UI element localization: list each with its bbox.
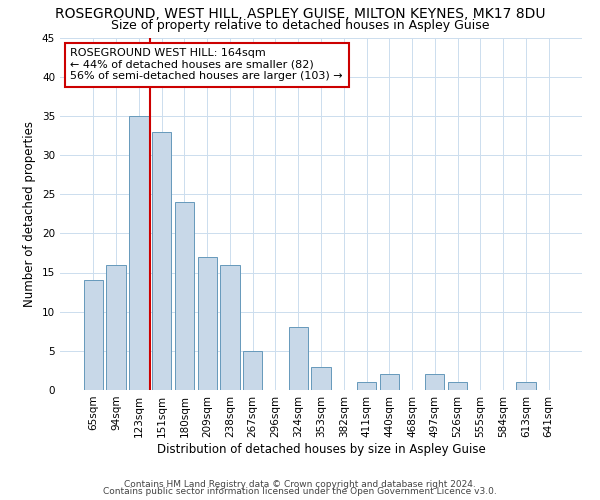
Bar [220,264,239,390]
Bar [243,351,262,390]
Bar [289,328,308,390]
Bar [448,382,467,390]
Bar [152,132,172,390]
Bar [175,202,194,390]
Bar [311,366,331,390]
Y-axis label: Number of detached properties: Number of detached properties [23,120,37,306]
Text: ROSEGROUND, WEST HILL, ASPLEY GUISE, MILTON KEYNES, MK17 8DU: ROSEGROUND, WEST HILL, ASPLEY GUISE, MIL… [55,8,545,22]
Text: Size of property relative to detached houses in Aspley Guise: Size of property relative to detached ho… [111,18,489,32]
Bar [84,280,103,390]
Bar [357,382,376,390]
X-axis label: Distribution of detached houses by size in Aspley Guise: Distribution of detached houses by size … [157,442,485,456]
Bar [380,374,399,390]
Bar [106,264,126,390]
Text: Contains HM Land Registry data © Crown copyright and database right 2024.: Contains HM Land Registry data © Crown c… [124,480,476,489]
Bar [129,116,149,390]
Text: Contains public sector information licensed under the Open Government Licence v3: Contains public sector information licen… [103,487,497,496]
Bar [425,374,445,390]
Text: ROSEGROUND WEST HILL: 164sqm
← 44% of detached houses are smaller (82)
56% of se: ROSEGROUND WEST HILL: 164sqm ← 44% of de… [70,48,343,82]
Bar [516,382,536,390]
Bar [197,257,217,390]
